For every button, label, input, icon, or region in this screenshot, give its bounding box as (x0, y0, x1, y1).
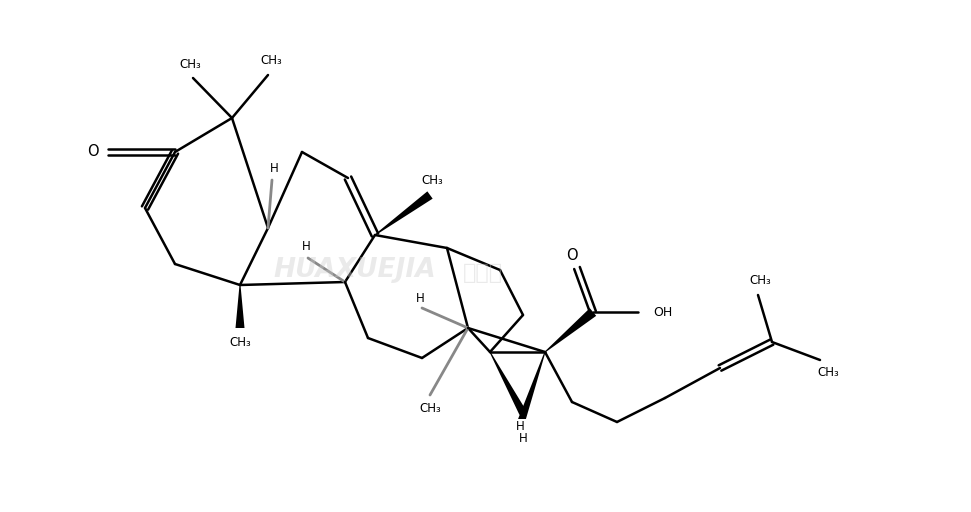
Text: CH₃: CH₃ (260, 54, 282, 68)
Text: CH₃: CH₃ (419, 402, 441, 416)
Text: 化学加: 化学加 (463, 263, 503, 283)
Text: H: H (270, 161, 279, 175)
Polygon shape (517, 352, 546, 426)
Text: H: H (416, 291, 424, 305)
Text: CH₃: CH₃ (421, 175, 443, 187)
Polygon shape (375, 191, 433, 236)
Text: CH₃: CH₃ (229, 335, 251, 349)
Text: H: H (302, 241, 311, 253)
Text: OH: OH (653, 306, 672, 318)
Text: O: O (566, 248, 578, 264)
Polygon shape (236, 285, 245, 328)
Polygon shape (545, 308, 596, 352)
Text: H: H (519, 433, 527, 445)
Text: CH₃: CH₃ (818, 366, 839, 378)
Text: CH₃: CH₃ (749, 274, 771, 288)
Text: O: O (87, 144, 99, 160)
Text: H: H (516, 420, 524, 434)
Text: HUAXUEJIA: HUAXUEJIA (274, 257, 436, 283)
Polygon shape (489, 352, 526, 415)
Text: CH₃: CH₃ (179, 57, 201, 71)
